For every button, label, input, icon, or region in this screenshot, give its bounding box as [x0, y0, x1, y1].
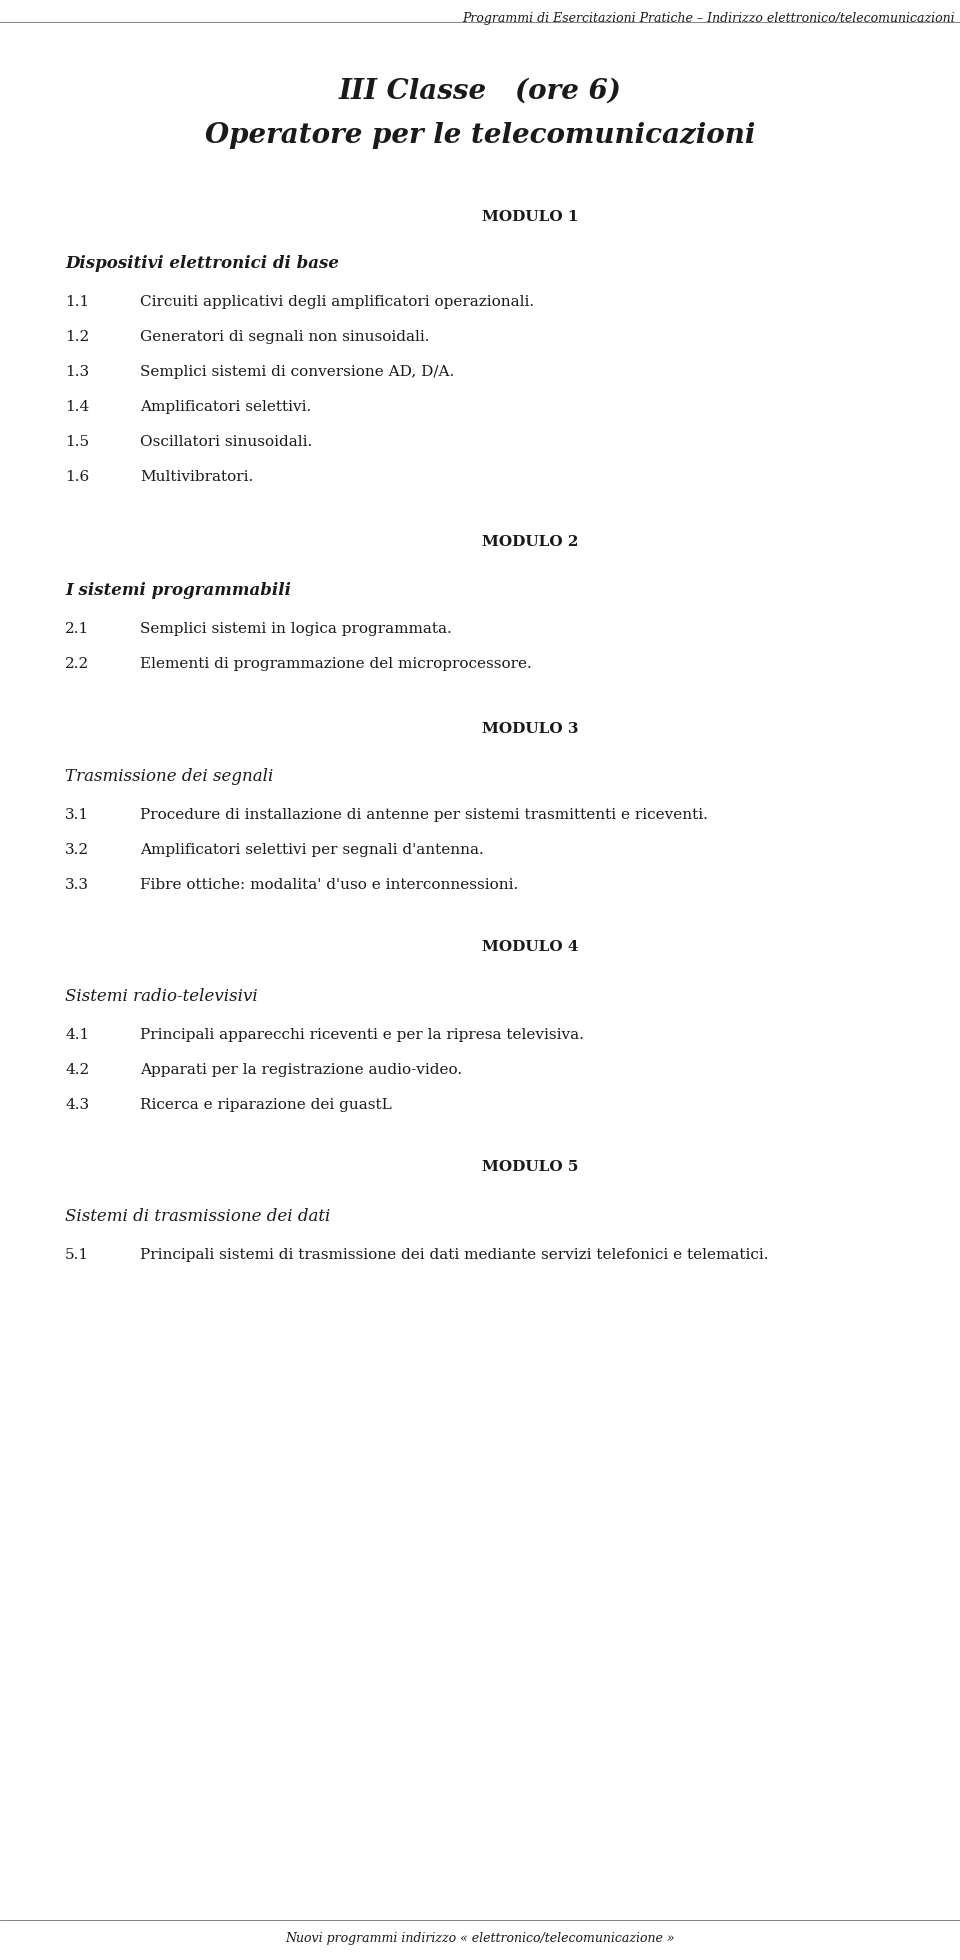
- Text: 1.3: 1.3: [65, 365, 89, 378]
- Text: Semplici sistemi di conversione AD, D/A.: Semplici sistemi di conversione AD, D/A.: [140, 365, 454, 378]
- Text: III Classe   (ore 6): III Classe (ore 6): [339, 78, 621, 106]
- Text: Principali sistemi di trasmissione dei dati mediante servizi telefonici e telema: Principali sistemi di trasmissione dei d…: [140, 1249, 769, 1262]
- Text: 2.2: 2.2: [65, 657, 89, 670]
- Text: Circuiti applicativi degli amplificatori operazionali.: Circuiti applicativi degli amplificatori…: [140, 296, 534, 310]
- Text: Nuovi programmi indirizzo « elettronico/telecomunicazione »: Nuovi programmi indirizzo « elettronico/…: [285, 1933, 675, 1944]
- Text: 3.2: 3.2: [65, 843, 89, 857]
- Text: Trasmissione dei segnali: Trasmissione dei segnali: [65, 768, 274, 786]
- Text: Generatori di segnali non sinusoidali.: Generatori di segnali non sinusoidali.: [140, 329, 429, 345]
- Text: 2.1: 2.1: [65, 621, 89, 635]
- Text: Fibre ottiche: modalita' d'uso e interconnessioni.: Fibre ottiche: modalita' d'uso e interco…: [140, 878, 518, 892]
- Text: 3.3: 3.3: [65, 878, 89, 892]
- Text: Operatore per le telecomunicazioni: Operatore per le telecomunicazioni: [204, 122, 756, 149]
- Text: 1.1: 1.1: [65, 296, 89, 310]
- Text: Programmi di Esercitazioni Pratiche – Indirizzo elettronico/telecomunicazioni: Programmi di Esercitazioni Pratiche – In…: [463, 12, 955, 25]
- Text: 5.1: 5.1: [65, 1249, 89, 1262]
- Text: Amplificatori selettivi per segnali d'antenna.: Amplificatori selettivi per segnali d'an…: [140, 843, 484, 857]
- Text: MODULO 2: MODULO 2: [482, 535, 578, 549]
- Text: Amplificatori selettivi.: Amplificatori selettivi.: [140, 400, 311, 414]
- Text: 1.6: 1.6: [65, 470, 89, 484]
- Text: Semplici sistemi in logica programmata.: Semplici sistemi in logica programmata.: [140, 621, 452, 635]
- Text: 1.5: 1.5: [65, 435, 89, 449]
- Text: MODULO 1: MODULO 1: [482, 210, 578, 223]
- Text: I sistemi programmabili: I sistemi programmabili: [65, 582, 291, 600]
- Text: MODULO 3: MODULO 3: [482, 721, 578, 737]
- Text: MODULO 5: MODULO 5: [482, 1160, 578, 1174]
- Text: Dispositivi elettronici di base: Dispositivi elettronici di base: [65, 255, 339, 272]
- Text: 4.1: 4.1: [65, 1027, 89, 1043]
- Text: 4.2: 4.2: [65, 1062, 89, 1076]
- Text: Ricerca e riparazione dei guastL: Ricerca e riparazione dei guastL: [140, 1098, 392, 1111]
- Text: Elementi di programmazione del microprocessore.: Elementi di programmazione del microproc…: [140, 657, 532, 670]
- Text: Principali apparecchi riceventi e per la ripresa televisiva.: Principali apparecchi riceventi e per la…: [140, 1027, 584, 1043]
- Text: 3.1: 3.1: [65, 808, 89, 821]
- Text: 4.3: 4.3: [65, 1098, 89, 1111]
- Text: Sistemi radio-televisivi: Sistemi radio-televisivi: [65, 988, 257, 1005]
- Text: 1.2: 1.2: [65, 329, 89, 345]
- Text: Procedure di installazione di antenne per sistemi trasmittenti e riceventi.: Procedure di installazione di antenne pe…: [140, 808, 708, 821]
- Text: Sistemi di trasmissione dei dati: Sistemi di trasmissione dei dati: [65, 1207, 330, 1225]
- Text: Apparati per la registrazione audio-video.: Apparati per la registrazione audio-vide…: [140, 1062, 462, 1076]
- Text: Multivibratori.: Multivibratori.: [140, 470, 253, 484]
- Text: MODULO 4: MODULO 4: [482, 941, 578, 955]
- Text: Oscillatori sinusoidali.: Oscillatori sinusoidali.: [140, 435, 312, 449]
- Text: 1.4: 1.4: [65, 400, 89, 414]
